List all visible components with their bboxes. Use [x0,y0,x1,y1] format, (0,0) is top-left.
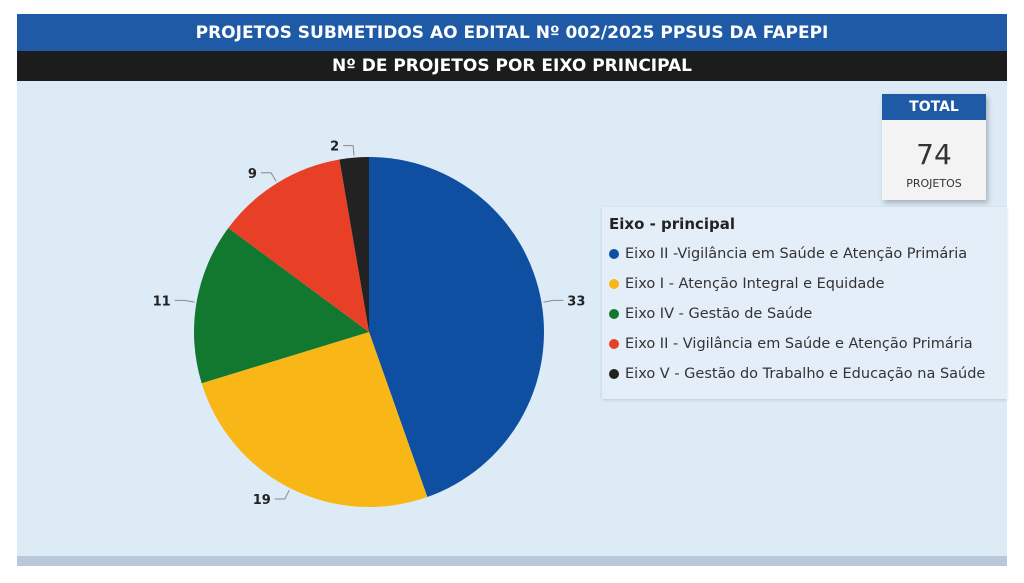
legend-title: Eixo - principal [609,215,736,233]
legend-item-1[interactable]: Eixo II -Vigilância em Saúde e Atenção P… [609,246,967,262]
leader-line-4 [260,172,277,182]
legend-item-4[interactable]: Eixo II - Vigilância em Saúde e Atenção … [609,336,973,352]
legend-marker-3 [609,309,619,319]
legend-item-5[interactable]: Eixo V - Gestão do Trabalho e Educação n… [609,366,985,382]
leader-line-5 [343,145,355,156]
total-card: TOTAL 74 PROJETOS [882,94,986,200]
pie-slice-5[interactable] [339,157,369,332]
total-card-value: 74 [916,138,952,171]
legend-label-2: Eixo I - Atenção Integral e Equidade [625,276,885,292]
pie-slice-1[interactable] [369,157,545,498]
dashboard-panel: PROJETOS SUBMETIDOS AO EDITAL Nº 002/202… [17,14,1007,566]
pie-slice-4[interactable] [228,159,369,332]
data-label-3: 11 [153,294,171,309]
leader-line-2 [274,489,290,500]
total-card-label: TOTAL [882,94,986,120]
pie-slice-3[interactable] [194,227,369,384]
data-label-4: 9 [248,167,257,182]
total-card-unit: PROJETOS [906,177,962,190]
legend-label-4: Eixo II - Vigilância em Saúde e Atenção … [625,336,973,352]
legend-item-3[interactable]: Eixo IV - Gestão de Saúde [609,306,812,322]
leader-line-3 [174,299,195,303]
legend-label-3: Eixo IV - Gestão de Saúde [625,306,813,322]
chart-title: Nº DE PROJETOS POR EIXO PRINCIPAL [17,51,1007,81]
bottom-band [17,556,1007,566]
pie-slice-2[interactable] [201,332,428,507]
legend-marker-4 [609,339,619,349]
chart-legend: Eixo - principal Eixo II -Vigilância em … [602,207,1007,399]
page-title: PROJETOS SUBMETIDOS AO EDITAL Nº 002/202… [17,14,1007,51]
legend-marker-1 [609,249,619,259]
data-label-2: 19 [253,493,271,508]
legend-label-5: Eixo V - Gestão do Trabalho e Educação n… [625,366,986,382]
legend-marker-2 [609,279,619,289]
legend-marker-5 [609,369,619,379]
legend-label-1: Eixo II -Vigilância em Saúde e Atenção P… [625,246,968,262]
data-label-5: 2 [330,140,339,155]
pie-chart: 33 19 11 9 2 [153,140,586,508]
data-label-1: 33 [567,294,585,309]
legend-item-2[interactable]: Eixo I - Atenção Integral e Equidade [609,276,884,292]
leader-line-1 [543,299,564,303]
